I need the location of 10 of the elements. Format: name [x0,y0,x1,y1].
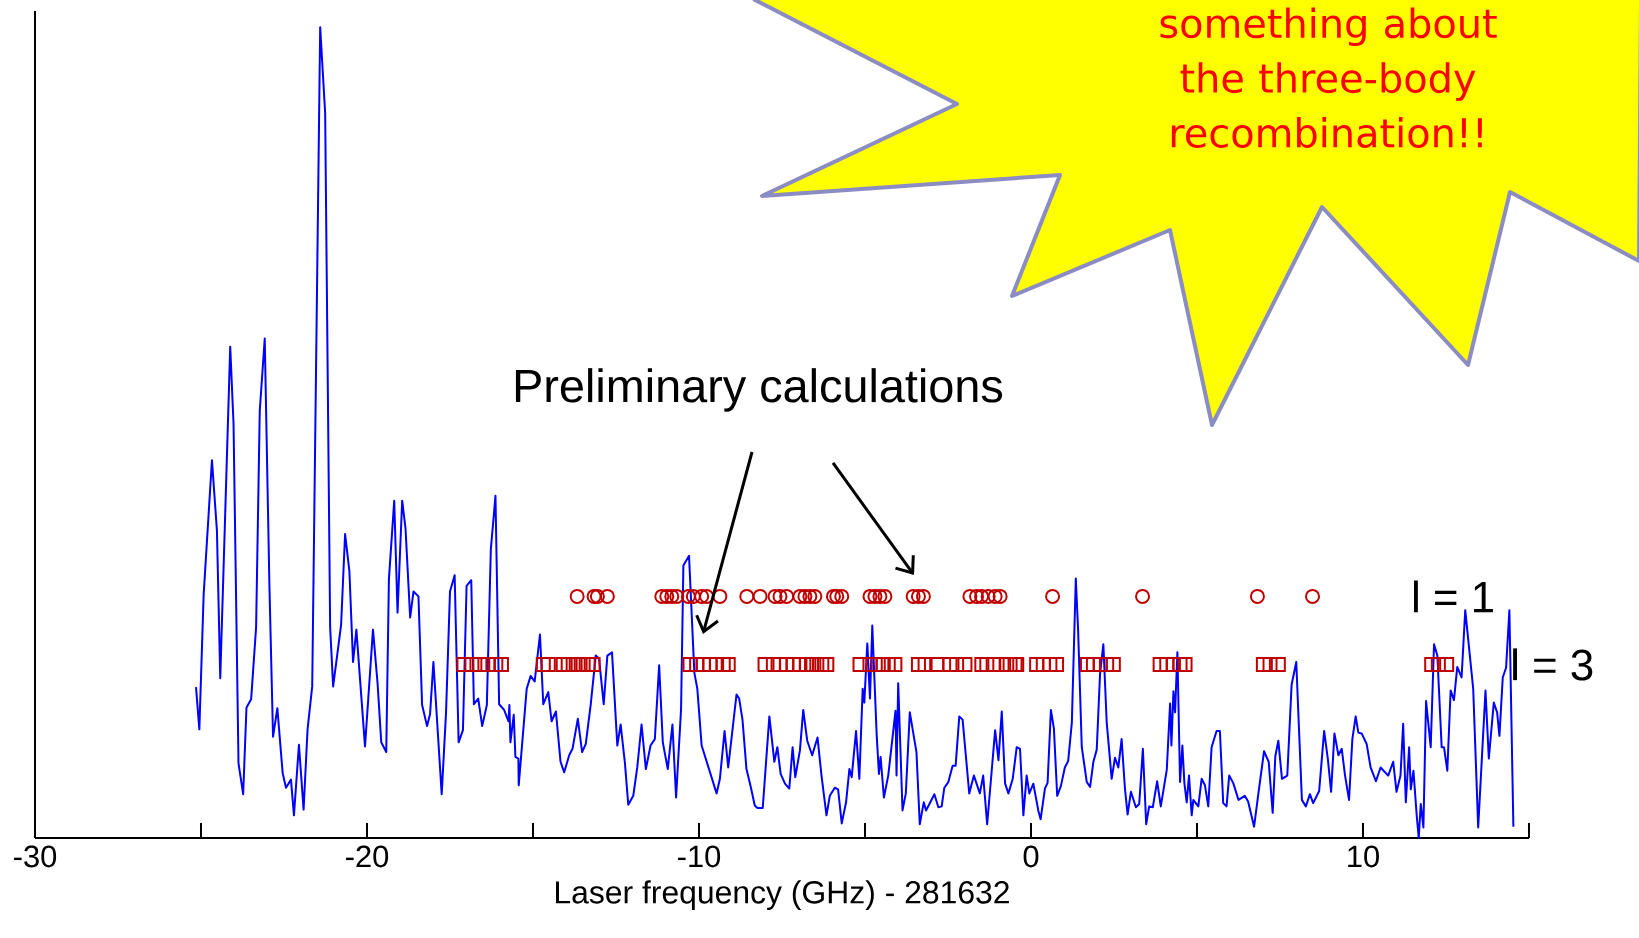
series-label: l = 3 [1513,648,1593,681]
x-tick-label: 10 [1348,845,1379,868]
x-tick-label: -20 [346,845,389,868]
x-axis-title: Laser frequency (GHz) - 281632 [556,880,1009,910]
x-tick-label: -30 [14,845,57,868]
x-tick-label: 0 [1023,845,1039,868]
x-tick-label: -10 [678,845,721,868]
annotation: something about the three-body recombination!! [1160,7,1497,148]
annotation: Preliminary calculations [515,368,1003,412]
text: l = 1 [1414,580,1493,613]
